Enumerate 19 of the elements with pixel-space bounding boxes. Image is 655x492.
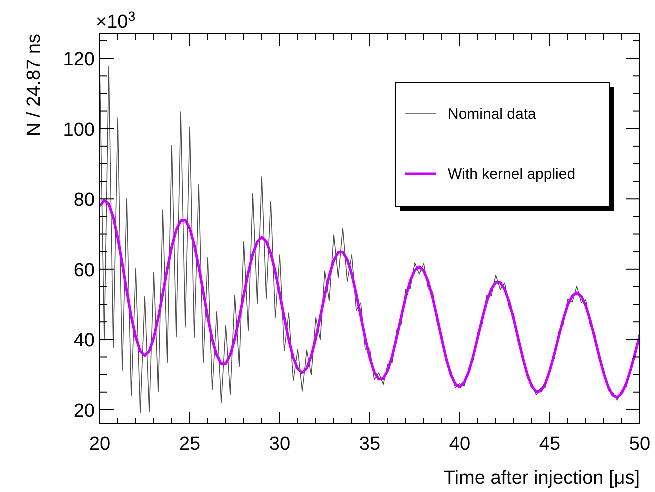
x-tick-label: 50 xyxy=(629,434,651,455)
legend-label: Nominal data xyxy=(448,106,538,123)
x-axis-title: Time after injection [μs] xyxy=(444,468,640,489)
y-tick-label: 100 xyxy=(63,120,95,141)
x-tick-label: 35 xyxy=(359,434,381,455)
text: ×10$^{3}$ xyxy=(96,8,136,33)
x-tick-label: 25 xyxy=(179,434,201,455)
y-tick-label: 60 xyxy=(74,260,95,282)
y-tick-label: 40 xyxy=(74,330,95,352)
legend-label: With kernel applied xyxy=(448,166,576,183)
y-axis-title: N / 24.87 ns xyxy=(24,34,45,136)
y-tick-label: 80 xyxy=(74,190,95,212)
x-tick-label: 20 xyxy=(89,434,111,455)
x-tick-label: 45 xyxy=(539,434,561,455)
y-tick-label: 120 xyxy=(63,50,95,71)
x-tick-label: 30 xyxy=(269,434,291,455)
x-tick-label: 40 xyxy=(449,434,471,455)
line-series xyxy=(100,199,640,399)
y-tick-label: 20 xyxy=(74,400,95,422)
